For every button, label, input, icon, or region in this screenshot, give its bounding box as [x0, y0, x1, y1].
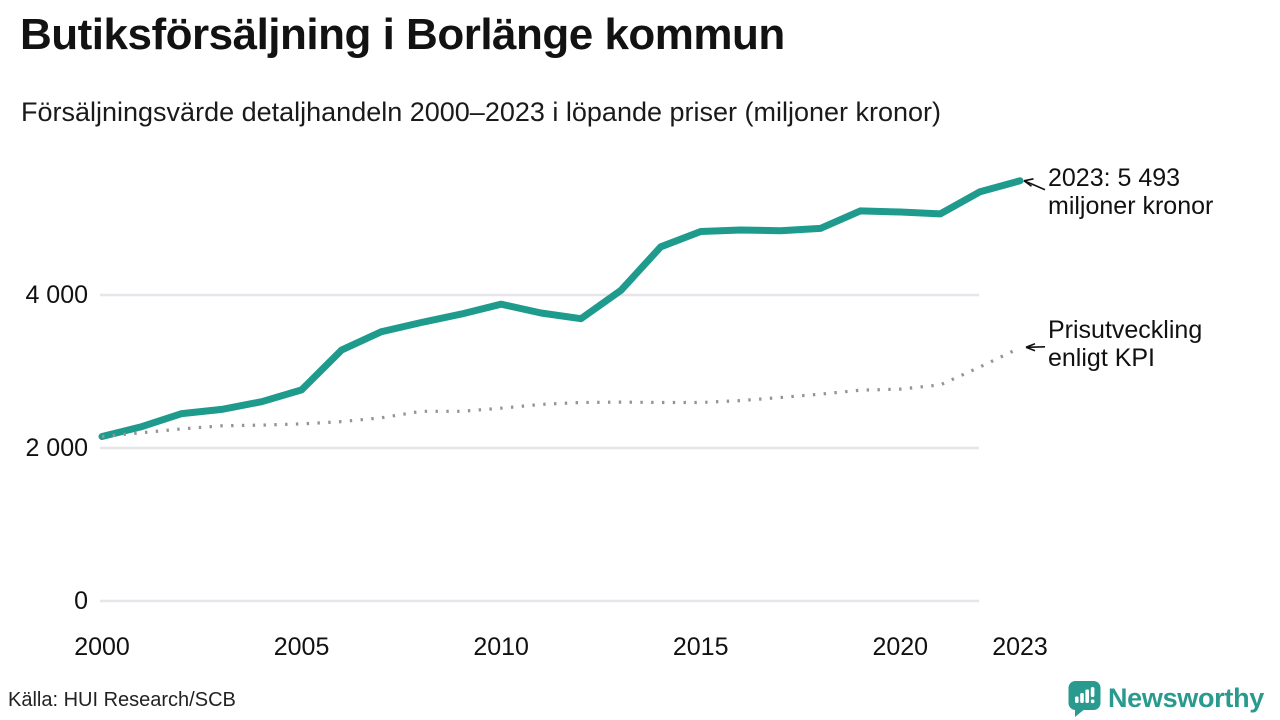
newsworthy-bar-chart-bubble-icon	[1068, 681, 1101, 717]
x-tick-2010: 2010	[473, 633, 529, 661]
chart-title: Butiksförsäljning i Borlänge kommun	[20, 10, 785, 59]
annotation-sales-line2: miljoner kronor	[1048, 192, 1214, 220]
annotation-sales-line1: 2023: 5 493	[1048, 164, 1181, 192]
newsworthy-logo: Newsworthy	[1068, 680, 1264, 717]
annotation-kpi-line1: Prisutveckling	[1048, 316, 1203, 344]
arrowhead-sales	[1023, 178, 1034, 187]
sales-line	[98, 177, 1024, 440]
arrowhead-kpi	[1025, 343, 1036, 352]
x-tick-2023: 2023	[992, 633, 1048, 661]
newsworthy-wordmark: Newsworthy	[1107, 683, 1264, 713]
x-tick-2005: 2005	[273, 633, 330, 661]
annotation-kpi-line2: enligt KPI	[1048, 344, 1156, 372]
y-tick-4000: 4 000	[25, 281, 88, 309]
x-tick-2000: 2000	[74, 633, 130, 661]
chart-subtitle: Försäljningsvärde detaljhandeln 2000–202…	[21, 97, 942, 127]
annotation-kpi: Prisutveckling enligt KPI	[1048, 316, 1202, 372]
x-tick-2015: 2015	[672, 633, 729, 661]
annotation-sales-2023: 2023: 5 493 miljoner kronor	[1048, 164, 1213, 220]
source-label: Källa: HUI Research/SCB	[8, 689, 236, 711]
x-tick-2020: 2020	[872, 633, 929, 661]
kpi-dotted-line	[101, 346, 1021, 439]
y-tick-2000: 2 000	[25, 434, 88, 462]
arrow-to-kpi-line	[1025, 345, 1046, 349]
y-tick-0: 0	[74, 587, 88, 615]
